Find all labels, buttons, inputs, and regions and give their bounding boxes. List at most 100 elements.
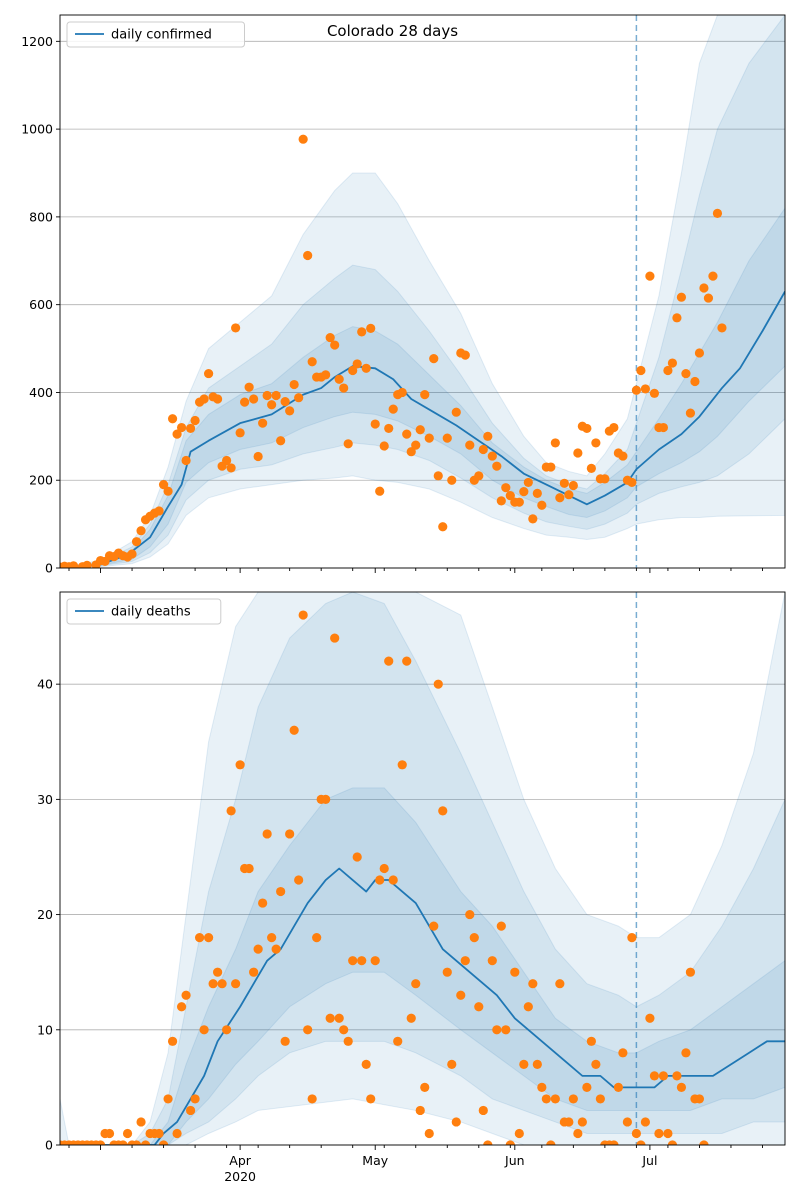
observed-point (573, 448, 583, 458)
observed-point (190, 1094, 200, 1104)
observed-point (154, 1128, 164, 1139)
observed-point (370, 419, 380, 429)
observed-point (658, 1071, 669, 1081)
observed-point (298, 134, 308, 144)
observed-point (213, 394, 223, 404)
observed-point (271, 390, 281, 401)
observed-point (618, 451, 628, 461)
observed-point (447, 1059, 457, 1069)
y-tick-label: 30 (37, 792, 53, 807)
observed-point (181, 455, 191, 466)
observed-point (194, 933, 205, 943)
observed-point (564, 1117, 574, 1127)
observed-point (555, 493, 565, 503)
observed-point (276, 886, 286, 897)
observed-point (213, 967, 223, 977)
observed-point (663, 1128, 673, 1139)
observed-point (577, 1117, 587, 1127)
observed-point (420, 1082, 430, 1092)
observed-point (235, 760, 245, 770)
uncertainty-band-1 (60, 592, 785, 1145)
observed-point (222, 1025, 232, 1035)
observed-point (681, 1048, 691, 1058)
observed-point (176, 1002, 187, 1012)
observed-point (370, 956, 380, 966)
observed-point (429, 921, 439, 931)
uncertainty-band-2 (60, 592, 785, 1145)
observed-point (95, 1140, 106, 1145)
plot-area (60, 15, 785, 568)
observed-point (582, 423, 592, 434)
observed-point (258, 898, 268, 908)
observed-point (271, 944, 281, 954)
observed-point (163, 1094, 173, 1104)
observed-point (406, 1013, 416, 1023)
observed-point (505, 490, 515, 501)
observed-point (501, 1025, 511, 1035)
observed-point (501, 483, 511, 493)
observed-point (163, 486, 173, 496)
observed-point (685, 967, 696, 977)
observed-point (640, 1117, 651, 1127)
x-tick-label: 2020 (224, 1169, 256, 1184)
observed-point (397, 387, 407, 398)
observed-point (537, 1082, 547, 1092)
observed-point (253, 451, 263, 462)
observed-point (456, 990, 466, 1000)
observed-point (492, 1025, 502, 1035)
observed-point (708, 271, 718, 281)
observed-point (199, 394, 209, 404)
observed-point (478, 1105, 488, 1116)
x-tick-label: May (362, 1153, 388, 1168)
chart-title: Colorado 28 days (327, 22, 458, 40)
observed-point (514, 497, 524, 507)
observed-point (451, 1117, 461, 1127)
observed-point (348, 956, 358, 966)
observed-point (321, 794, 331, 804)
observed-point (699, 1140, 709, 1145)
observed-point (649, 388, 660, 398)
y-tick-label: 40 (37, 677, 53, 692)
observed-point (442, 967, 452, 977)
observed-point (357, 327, 367, 337)
observed-point (267, 400, 277, 410)
observed-point (348, 365, 358, 376)
observed-point (519, 1059, 529, 1069)
observed-point (276, 436, 286, 446)
uncertainty-band-3 (60, 787, 785, 1145)
observed-point (222, 455, 232, 466)
observed-point (140, 1140, 151, 1145)
observed-point (433, 679, 443, 689)
observed-point (483, 1140, 493, 1145)
observed-point (685, 408, 696, 418)
observed-point (447, 475, 457, 485)
y-tick-label: 10 (37, 1022, 53, 1037)
observed-point (676, 292, 687, 302)
observed-point (676, 1082, 687, 1092)
observed-point (172, 429, 182, 439)
observed-point (591, 1059, 601, 1069)
observed-point (465, 440, 475, 450)
observed-point (411, 979, 421, 989)
observed-point (172, 1128, 182, 1139)
observed-point (375, 486, 385, 496)
observed-point (514, 1128, 524, 1139)
observed-point (460, 350, 470, 360)
observed-point (690, 376, 700, 387)
observed-point (388, 875, 398, 885)
observed-point (154, 506, 164, 516)
observed-point (285, 829, 295, 839)
observed-point (384, 656, 394, 666)
observed-point (289, 379, 299, 390)
observed-point (303, 250, 313, 261)
observed-point (573, 1128, 583, 1139)
y-tick-label: 20 (37, 907, 53, 922)
legend-label: daily confirmed (111, 28, 212, 43)
observed-point (523, 477, 533, 488)
observed-point (492, 461, 502, 471)
observed-point (613, 1082, 623, 1092)
observed-point (343, 439, 353, 449)
y-tick-label: 0 (45, 1138, 53, 1153)
x-tick-label: Jul (641, 1153, 657, 1168)
observed-point (631, 385, 641, 395)
